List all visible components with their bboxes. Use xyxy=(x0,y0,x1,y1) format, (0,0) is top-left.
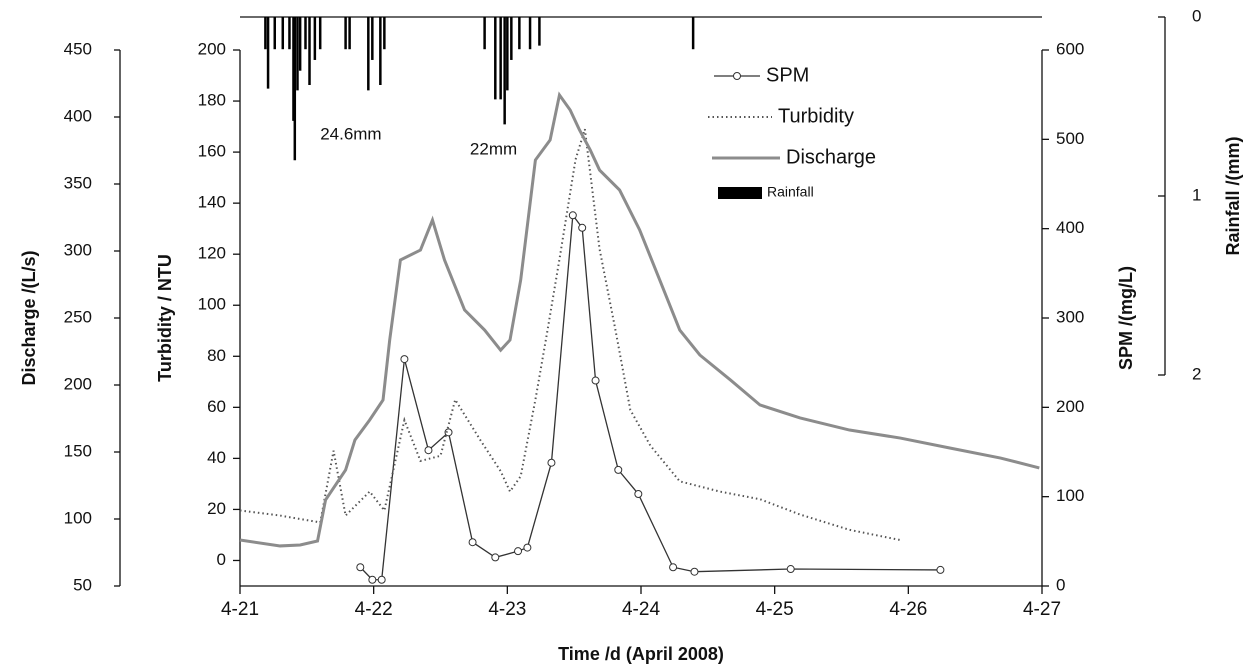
y2-tick-label: 180 xyxy=(198,91,226,110)
spm-marker xyxy=(444,428,453,437)
rainfall-axis-title: Rainfall /(mm) xyxy=(1223,136,1243,255)
x-tick-label: 4-24 xyxy=(622,599,660,620)
discharge-line xyxy=(239,91,1040,548)
spm-marker xyxy=(491,553,500,562)
y-tick-label: 100 xyxy=(64,508,92,527)
x-tick-label: 4-22 xyxy=(355,599,393,620)
turbidity-axis-title: Turbidity / NTU xyxy=(155,254,175,382)
discharge-axis-title: Discharge /(L/s) xyxy=(19,250,39,385)
y3-tick-label: 500 xyxy=(1056,129,1084,148)
y3-tick-label: 600 xyxy=(1056,39,1084,58)
y-tick-label: 250 xyxy=(64,307,92,326)
y2-tick-label: 20 xyxy=(207,499,226,518)
y2-tick-label: 40 xyxy=(207,448,226,467)
y3-tick-label: 0 xyxy=(1056,575,1065,594)
spm-marker xyxy=(468,538,477,547)
y-tick-label: 50 xyxy=(73,575,92,594)
y4-tick-label: 2 xyxy=(1192,364,1201,383)
spm-marker xyxy=(400,355,409,364)
y2-tick-label: 160 xyxy=(198,142,226,161)
legend-marker xyxy=(733,72,741,80)
y2-tick-label: 60 xyxy=(207,397,226,416)
legend-label: Turbidity xyxy=(778,105,854,127)
y2-tick-label: 120 xyxy=(198,244,226,263)
x-tick-label: 4-27 xyxy=(1023,599,1061,620)
legend-label: SPM xyxy=(766,64,809,86)
annotation: 22mm xyxy=(470,139,517,158)
legend-swatch xyxy=(718,187,762,199)
spm-line xyxy=(359,213,941,581)
y2-tick-label: 200 xyxy=(198,39,226,58)
spm-marker xyxy=(547,458,556,467)
y-tick-label: 200 xyxy=(64,374,92,393)
x-axis-title: Time /d (April 2008) xyxy=(558,644,724,664)
spm-marker xyxy=(669,563,678,572)
y2-tick-label: 0 xyxy=(217,550,226,569)
spm-marker xyxy=(578,223,587,232)
spm-marker xyxy=(568,211,577,220)
y-tick-label: 400 xyxy=(64,106,92,125)
y3-tick-label: 100 xyxy=(1056,486,1084,505)
spm-axis-title: SPM /(mg/L) xyxy=(1116,266,1136,370)
spm-marker xyxy=(368,575,377,584)
spm-marker xyxy=(634,489,643,498)
spm-marker xyxy=(424,446,433,455)
x-tick-label: 4-23 xyxy=(488,599,526,620)
y-tick-label: 450 xyxy=(64,39,92,58)
y3-tick-label: 200 xyxy=(1056,397,1084,416)
y4-tick-label: 1 xyxy=(1192,185,1201,204)
x-tick-label: 4-21 xyxy=(221,599,259,620)
x-tick-label: 4-26 xyxy=(889,599,927,620)
spm-marker xyxy=(614,465,623,474)
legend-label: Discharge xyxy=(786,146,876,168)
annotation: 24.6mm xyxy=(320,124,381,143)
y-tick-label: 350 xyxy=(64,173,92,192)
y3-tick-label: 300 xyxy=(1056,307,1084,326)
y2-tick-label: 140 xyxy=(198,193,226,212)
spm-marker xyxy=(786,565,795,574)
spm-marker xyxy=(356,563,365,572)
spm-marker xyxy=(377,575,386,584)
spm-marker xyxy=(591,376,600,385)
turbidity-line xyxy=(239,128,901,542)
spm-marker xyxy=(514,547,523,556)
y3-tick-label: 400 xyxy=(1056,218,1084,237)
legend-label: Rainfall xyxy=(767,184,814,200)
y-tick-label: 300 xyxy=(64,240,92,259)
spm-marker xyxy=(936,565,945,574)
y2-tick-label: 80 xyxy=(207,346,226,365)
y2-tick-label: 100 xyxy=(198,295,226,314)
x-tick-label: 4-25 xyxy=(756,599,794,620)
y4-tick-label: 0 xyxy=(1192,6,1201,25)
y-tick-label: 150 xyxy=(64,441,92,460)
spm-marker xyxy=(690,567,699,576)
spm-marker xyxy=(523,543,532,552)
